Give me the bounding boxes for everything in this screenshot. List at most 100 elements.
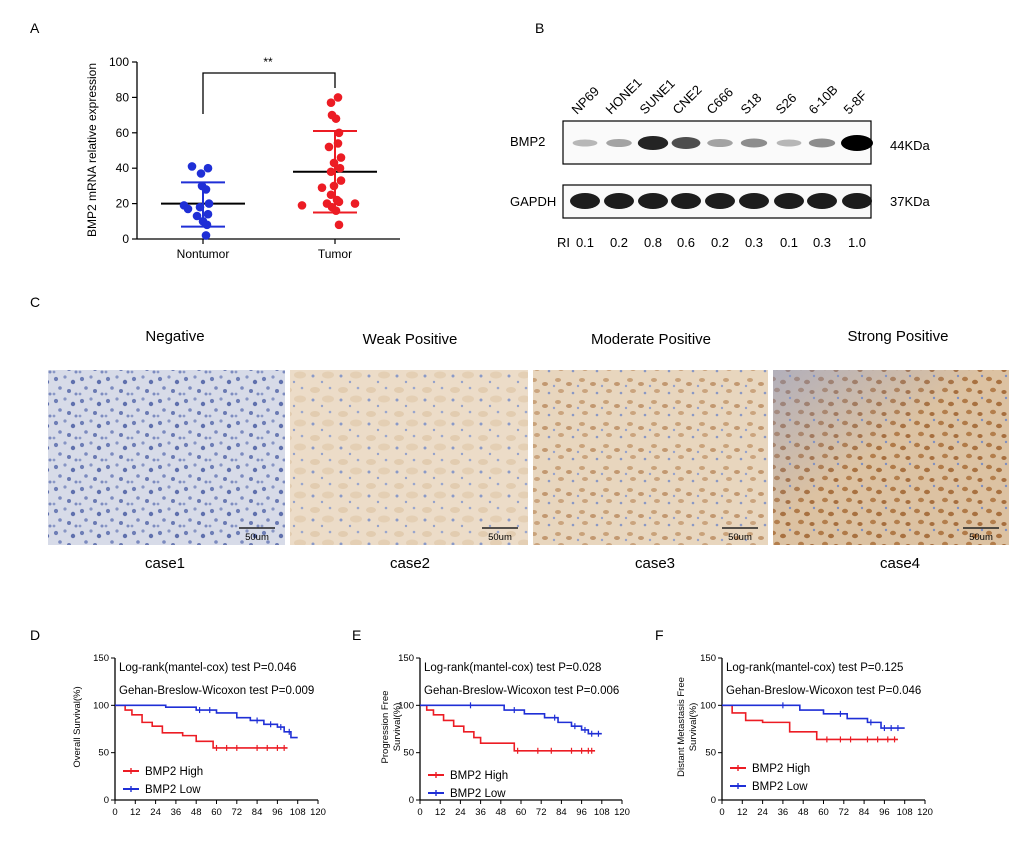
y-tick-label: 80 [116, 90, 130, 104]
cell-line-label: C666 [704, 85, 737, 118]
y-tick-label: 0 [409, 795, 414, 806]
y-tick-label: 50 [705, 748, 716, 759]
panel-label-d: D [30, 627, 40, 643]
km-chart-distant-metastasis-free: 0 50 100 150 0 12 24 36 48 60 72 84 96 108 120 Distant … [676, 653, 933, 818]
survival-curve [420, 704, 596, 752]
ri-value: 0.1 [780, 235, 798, 250]
bmp2-band [707, 139, 733, 147]
x-tick-label: 96 [879, 807, 890, 818]
legend-label: BMP2 High [145, 766, 203, 778]
data-point [329, 181, 339, 191]
survival-curve [722, 704, 898, 741]
x-tick-label: 12 [130, 807, 141, 818]
x-tick-label: 0 [112, 807, 117, 818]
x-tick-label: 48 [191, 807, 202, 818]
data-point [326, 98, 336, 108]
data-point [204, 199, 214, 208]
y-tick-label: 0 [122, 232, 129, 246]
ihc-title: Strong Positive [848, 328, 949, 345]
y-tick-label: 0 [104, 795, 109, 806]
bmp2-band [841, 135, 873, 151]
y-tick-label: 0 [711, 795, 716, 806]
bmp2-row-label: BMP2 [510, 134, 545, 149]
data-point [329, 158, 339, 168]
ihc-title: Moderate Positive [591, 331, 711, 348]
bmp2-band [606, 139, 632, 147]
data-point [297, 201, 307, 210]
legend-label: BMP2 Low [145, 784, 201, 796]
ri-label: RI [557, 235, 570, 250]
km-chart-progression-free: 0 50 100 150 0 12 24 36 48 60 72 84 96 108 120 Progress… [380, 653, 630, 818]
ihc-micrograph [290, 370, 528, 545]
y-tick-label: 150 [700, 653, 716, 664]
data-point [196, 169, 206, 178]
scale-bar-label: 50um [245, 532, 269, 543]
data-point [334, 220, 344, 230]
gapdh-band [570, 193, 600, 209]
case-label: case4 [880, 555, 920, 572]
y-axis-label-line2: Survival(%) [688, 703, 699, 752]
y-axis-label: BMP2 mRNA relative expression [85, 63, 99, 237]
y-tick-label: 50 [403, 748, 414, 759]
y-tick-label: 100 [700, 700, 716, 711]
x-tick-label: 84 [859, 807, 870, 818]
x-tick-label: 120 [310, 807, 326, 818]
x-tick-label: 24 [455, 807, 466, 818]
cell-line-label: NP69 [569, 84, 603, 118]
cell-line-label: SUNE1 [637, 76, 678, 117]
test-annotation: Gehan-Breslow-Wicoxon test P=0.009 [119, 685, 314, 697]
x-tick-label: Nontumor [177, 247, 230, 261]
survival-curve [420, 704, 602, 735]
x-tick-label: 60 [211, 807, 222, 818]
x-tick-label: 12 [435, 807, 446, 818]
scale-bar-label: 50um [728, 532, 752, 543]
gapdh-band [739, 193, 769, 209]
data-point [195, 202, 205, 212]
gapdh-row-label: GAPDH [510, 194, 556, 209]
bmp2-band [637, 136, 669, 150]
km-chart-overall-survival: 0 50 100 150 0 12 24 36 48 60 72 84 96 108 120 Overall … [72, 653, 326, 818]
panel-label-a: A [30, 20, 40, 36]
data-point [331, 206, 341, 215]
scale-bar-label: 50um [488, 532, 512, 543]
gapdh-size-label: 37KDa [890, 194, 931, 209]
data-point [203, 163, 213, 173]
ri-value: 1.0 [848, 235, 866, 250]
x-tick-label: 0 [719, 807, 724, 818]
ri-value: 0.3 [813, 235, 831, 250]
x-tick-label: 72 [839, 807, 850, 818]
x-tick-label: 96 [272, 807, 283, 818]
cell-line-label: S26 [773, 90, 800, 117]
data-point [350, 199, 360, 208]
x-tick-label: 12 [737, 807, 748, 818]
cell-line-label: HONE1 [603, 75, 645, 117]
y-axis-label: Overall Survival(%) [72, 686, 83, 767]
ri-value: 0.2 [711, 235, 729, 250]
x-tick-label: 72 [232, 807, 243, 818]
x-tick-label: 108 [897, 807, 913, 818]
gapdh-band [774, 193, 804, 209]
y-tick-label: 60 [116, 126, 130, 140]
ihc-title: Negative [145, 328, 204, 345]
significance-bracket [202, 72, 336, 114]
x-tick-label: 108 [594, 807, 610, 818]
ihc-micrograph [48, 370, 285, 545]
ri-value: 0.2 [610, 235, 628, 250]
x-tick-label: 48 [496, 807, 507, 818]
bmp2-band [572, 139, 598, 147]
gapdh-band [705, 193, 735, 209]
data-point [336, 153, 346, 162]
legend-label: BMP2 High [752, 763, 810, 775]
x-tick-label: 36 [475, 807, 486, 818]
bmp2-band [740, 138, 768, 148]
x-tick-label: 36 [778, 807, 789, 818]
gapdh-band [638, 193, 668, 209]
data-point [324, 142, 334, 152]
data-point [202, 220, 212, 230]
legend-label: BMP2 High [450, 770, 508, 782]
y-tick-label: 40 [116, 161, 130, 175]
ihc-panel: Negative 50um case1 Weak Positive 50um case2 M… [48, 328, 1009, 572]
y-tick-label: 150 [398, 653, 414, 664]
panel-label-c: C [30, 294, 40, 310]
